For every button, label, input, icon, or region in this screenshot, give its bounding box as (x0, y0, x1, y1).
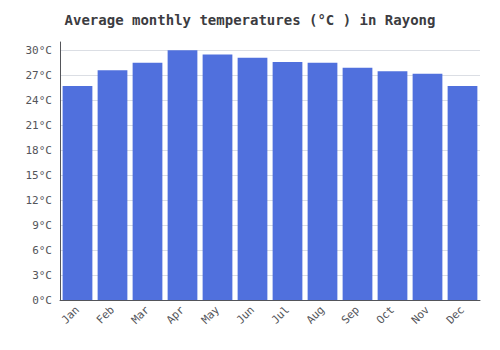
svg-text:21°C: 21°C (26, 119, 53, 132)
svg-text:9°C: 9°C (32, 219, 52, 232)
svg-text:Feb: Feb (94, 303, 117, 326)
svg-text:Jul: Jul (269, 303, 292, 326)
svg-text:3°C: 3°C (32, 269, 52, 282)
svg-text:Jan: Jan (59, 303, 82, 326)
svg-text:Apr: Apr (164, 303, 187, 326)
svg-text:6°C: 6°C (32, 244, 52, 257)
svg-text:24°C: 24°C (26, 94, 53, 107)
svg-text:Oct: Oct (374, 303, 397, 326)
svg-text:0°C: 0°C (32, 294, 52, 307)
svg-text:15°C: 15°C (26, 169, 53, 182)
svg-text:Mar: Mar (129, 303, 152, 326)
svg-text:Aug: Aug (304, 303, 327, 326)
svg-text:Average monthly temperatures (: Average monthly temperatures (°C ) in Ra… (65, 12, 436, 28)
svg-text:18°C: 18°C (26, 144, 53, 157)
svg-text:Dec: Dec (444, 303, 467, 326)
svg-text:27°C: 27°C (26, 69, 53, 82)
svg-text:12°C: 12°C (26, 194, 53, 207)
svg-text:May: May (199, 303, 222, 326)
svg-text:Nov: Nov (409, 303, 432, 326)
svg-text:Sep: Sep (339, 303, 362, 326)
svg-text:Jun: Jun (234, 303, 257, 326)
svg-text:30°C: 30°C (26, 44, 53, 57)
